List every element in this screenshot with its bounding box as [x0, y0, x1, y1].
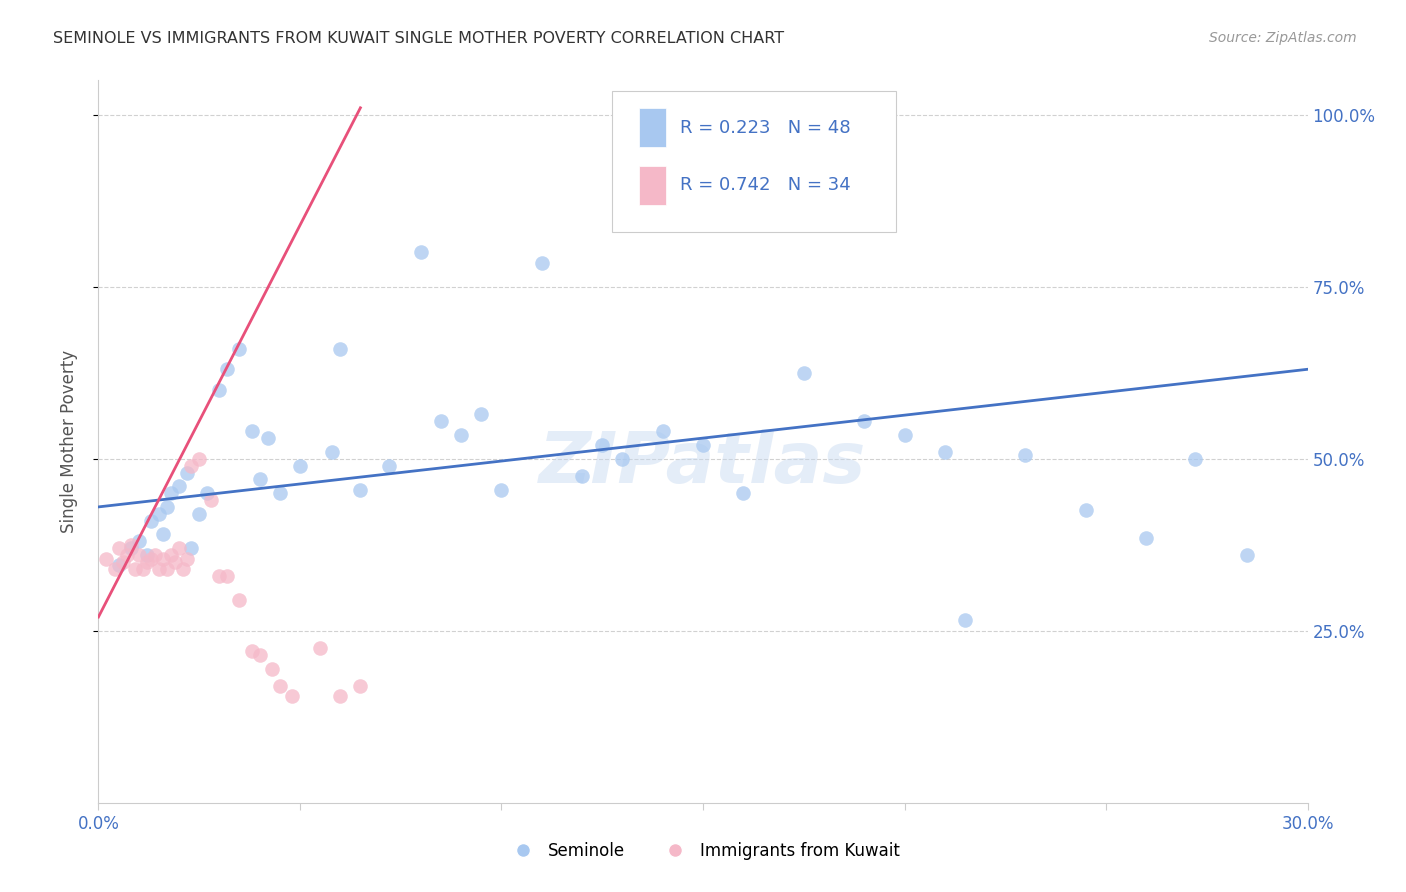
Point	[612, 451, 634, 466]
Point	[107, 541, 129, 556]
Text: R = 0.742   N = 34: R = 0.742 N = 34	[681, 177, 851, 194]
Point	[893, 427, 915, 442]
Point	[934, 445, 956, 459]
Point	[111, 555, 134, 569]
Point	[409, 245, 432, 260]
Point	[124, 562, 146, 576]
Point	[249, 648, 271, 662]
Point	[530, 255, 553, 269]
Point	[733, 486, 755, 500]
Point	[228, 342, 250, 356]
Point	[377, 458, 399, 473]
Point	[208, 383, 231, 397]
Point	[651, 424, 673, 438]
Point	[139, 514, 162, 528]
Point	[148, 507, 170, 521]
Point	[260, 662, 283, 676]
Bar	[638, 166, 665, 205]
Point	[188, 507, 211, 521]
Legend: Seminole, Immigrants from Kuwait: Seminole, Immigrants from Kuwait	[499, 836, 907, 867]
Point	[195, 486, 218, 500]
Point	[160, 486, 183, 500]
Point	[953, 614, 976, 628]
Point	[491, 483, 513, 497]
Point	[321, 445, 343, 459]
Point	[167, 541, 190, 556]
Point	[103, 562, 125, 576]
Point	[853, 414, 876, 428]
Point	[160, 548, 183, 562]
Point	[1074, 503, 1097, 517]
Point	[120, 541, 142, 556]
Point	[1014, 448, 1036, 462]
Point	[450, 427, 472, 442]
Point	[148, 562, 170, 576]
Point	[793, 366, 815, 380]
Point	[288, 458, 311, 473]
Point	[200, 493, 222, 508]
Point	[167, 479, 190, 493]
Point	[1135, 531, 1157, 545]
Point	[139, 551, 162, 566]
Point	[281, 689, 304, 703]
Point	[152, 551, 174, 566]
Point	[163, 555, 186, 569]
Text: SEMINOLE VS IMMIGRANTS FROM KUWAIT SINGLE MOTHER POVERTY CORRELATION CHART: SEMINOLE VS IMMIGRANTS FROM KUWAIT SINGL…	[53, 31, 785, 46]
Point	[217, 362, 239, 376]
Point	[208, 568, 231, 582]
Point	[692, 438, 714, 452]
Point	[256, 431, 278, 445]
Point	[143, 548, 166, 562]
Point	[156, 562, 179, 576]
Point	[120, 538, 142, 552]
Point	[172, 562, 194, 576]
Text: ZIPatlas: ZIPatlas	[540, 429, 866, 498]
Point	[128, 534, 150, 549]
Point	[571, 469, 593, 483]
Point	[217, 568, 239, 582]
Point	[1184, 451, 1206, 466]
Point	[188, 451, 211, 466]
Point	[269, 486, 291, 500]
Point	[249, 472, 271, 486]
Point	[591, 438, 613, 452]
Bar	[638, 108, 665, 147]
Point	[107, 558, 129, 573]
Point	[228, 592, 250, 607]
Point	[96, 551, 118, 566]
Point	[269, 679, 291, 693]
Point	[470, 407, 492, 421]
Point	[132, 562, 155, 576]
Point	[349, 679, 371, 693]
Point	[349, 483, 371, 497]
Point	[180, 458, 202, 473]
Point	[329, 689, 352, 703]
Text: R = 0.223   N = 48: R = 0.223 N = 48	[681, 119, 851, 136]
Point	[176, 466, 198, 480]
Y-axis label: Single Mother Poverty: Single Mother Poverty	[59, 350, 77, 533]
Point	[128, 548, 150, 562]
FancyBboxPatch shape	[613, 91, 897, 232]
Point	[156, 500, 179, 514]
Point	[115, 548, 138, 562]
Point	[329, 342, 352, 356]
Point	[180, 541, 202, 556]
Point	[1236, 548, 1258, 562]
Point	[240, 424, 263, 438]
Point	[240, 644, 263, 658]
Point	[135, 548, 157, 562]
Point	[135, 555, 157, 569]
Point	[430, 414, 453, 428]
Text: Source: ZipAtlas.com: Source: ZipAtlas.com	[1209, 31, 1357, 45]
Point	[309, 640, 332, 655]
Point	[152, 527, 174, 541]
Point	[176, 551, 198, 566]
